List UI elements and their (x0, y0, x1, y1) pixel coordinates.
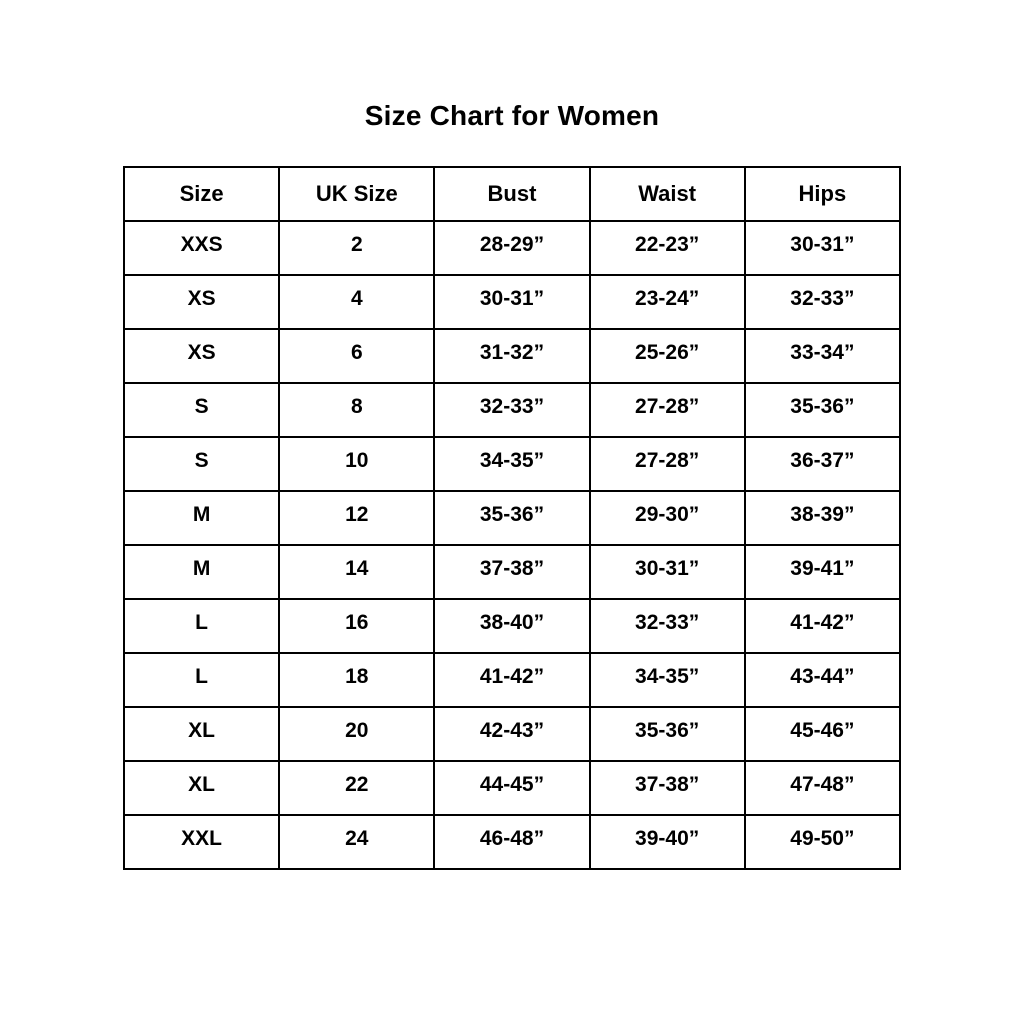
page-title: Size Chart for Women (364, 100, 660, 131)
table-cell: 25-26” (588, 328, 746, 384)
column-header-bust: Bust (433, 166, 591, 222)
size-table-body: XXS 2 28-29” 22-23” 30-31” XS 4 30-31” 23-24” 32-… (122, 220, 902, 870)
table-cell: 46-48” (433, 814, 591, 870)
table-cell: M (122, 490, 281, 546)
table-cell: XL (122, 760, 281, 816)
table-cell: 32-33” (588, 598, 746, 654)
table-cell: 4 (278, 274, 436, 330)
table-row: XL 22 44-45” 37-38” 47-48” (122, 760, 902, 816)
table-cell: 33-34” (743, 328, 902, 384)
table-cell: 42-43” (433, 706, 591, 762)
table-cell: 14 (278, 544, 436, 600)
table-row: L 18 41-42” 34-35” 43-44” (122, 652, 902, 708)
header-row: Size UK Size Bust Waist Hips (122, 166, 902, 222)
table-cell: 36-37” (743, 436, 902, 492)
table-cell: 35-36” (588, 706, 746, 762)
table-row: M 14 37-38” 30-31” 39-41” (122, 544, 902, 600)
table-cell: 34-35” (433, 436, 591, 492)
table-cell: M (122, 544, 281, 600)
table-cell: S (122, 436, 281, 492)
table-cell: 37-38” (588, 760, 746, 816)
table-cell: 27-28” (588, 436, 746, 492)
table-cell: 37-38” (433, 544, 591, 600)
table-cell: 30-31” (433, 274, 591, 330)
table-row: XS 6 31-32” 25-26” 33-34” (122, 328, 902, 384)
table-cell: 8 (278, 382, 436, 438)
table-cell: 31-32” (433, 328, 591, 384)
table-row: XL 20 42-43” 35-36” 45-46” (122, 706, 902, 762)
table-row: S 10 34-35” 27-28” 36-37” (122, 436, 902, 492)
table-cell: 16 (278, 598, 436, 654)
table-cell: 29-30” (588, 490, 746, 546)
table-cell: 44-45” (433, 760, 591, 816)
table-cell: 20 (278, 706, 436, 762)
table-cell: 39-41” (743, 544, 902, 600)
table-cell: 34-35” (588, 652, 746, 708)
table-cell: 49-50” (743, 814, 902, 870)
table-cell: 30-31” (588, 544, 746, 600)
table-cell: 38-40” (433, 598, 591, 654)
table-row: XS 4 30-31” 23-24” 32-33” (122, 274, 902, 330)
size-table-header: Size UK Size Bust Waist Hips (122, 166, 902, 222)
table-cell: 39-40” (588, 814, 746, 870)
table-cell: 12 (278, 490, 436, 546)
table-cell: XXL (122, 814, 281, 870)
table-cell: 27-28” (588, 382, 746, 438)
table-cell: 10 (278, 436, 436, 492)
table-cell: XS (122, 328, 281, 384)
column-header-uk-size: UK Size (278, 166, 436, 222)
table-cell: 35-36” (743, 382, 902, 438)
table-row: M 12 35-36” 29-30” 38-39” (122, 490, 902, 546)
table-row: L 16 38-40” 32-33” 41-42” (122, 598, 902, 654)
table-cell: 45-46” (743, 706, 902, 762)
table-cell: 28-29” (433, 220, 591, 276)
table-row: XXS 2 28-29” 22-23” 30-31” (122, 220, 902, 276)
table-cell: 30-31” (743, 220, 902, 276)
table-cell: 2 (278, 220, 436, 276)
table-cell: 32-33” (743, 274, 902, 330)
column-header-size: Size (122, 166, 281, 222)
table-cell: 22 (278, 760, 436, 816)
table-cell: 32-33” (433, 382, 591, 438)
table-cell: 35-36” (433, 490, 591, 546)
table-row: S 8 32-33” 27-28” 35-36” (122, 382, 902, 438)
size-chart-table: Size UK Size Bust Waist Hips XXS 2 28-29” 2… (122, 166, 902, 870)
table-cell: 41-42” (743, 598, 902, 654)
table-cell: 18 (278, 652, 436, 708)
table-cell: 24 (278, 814, 436, 870)
table-cell: 43-44” (743, 652, 902, 708)
table-cell: S (122, 382, 281, 438)
table-cell: XL (122, 706, 281, 762)
table-cell: 6 (278, 328, 436, 384)
table-cell: XXS (122, 220, 281, 276)
table-cell: 38-39” (743, 490, 902, 546)
column-header-waist: Waist (588, 166, 746, 222)
table-cell: 47-48” (743, 760, 902, 816)
table-cell: L (122, 598, 281, 654)
table-cell: XS (122, 274, 281, 330)
table-cell: 41-42” (433, 652, 591, 708)
table-cell: L (122, 652, 281, 708)
table-cell: 23-24” (588, 274, 746, 330)
table-row: XXL 24 46-48” 39-40” 49-50” (122, 814, 902, 870)
column-header-hips: Hips (743, 166, 902, 222)
table-cell: 22-23” (588, 220, 746, 276)
